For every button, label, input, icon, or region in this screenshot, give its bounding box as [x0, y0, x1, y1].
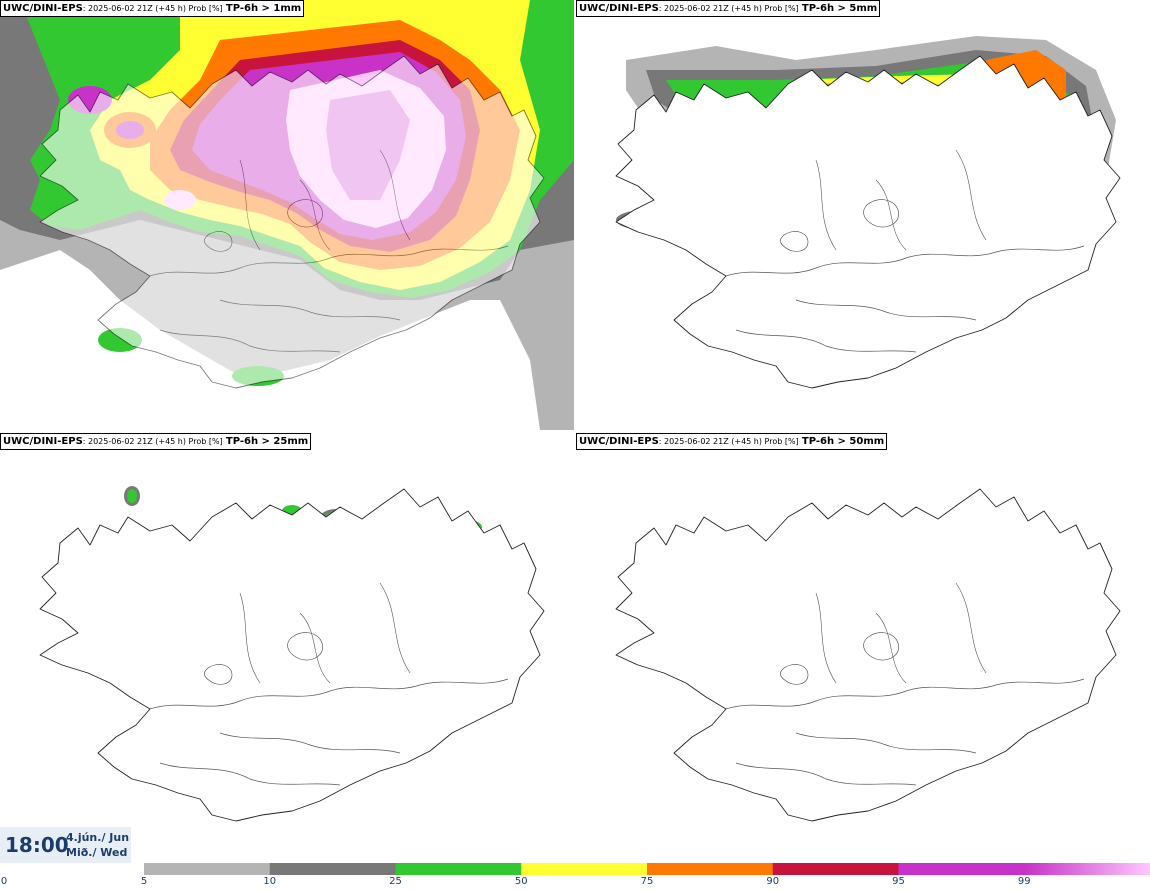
colorbar-tick-label: 10: [263, 876, 277, 887]
colorbar-tick-label: 95: [892, 876, 905, 887]
valid-time-box: 18:00 4.jún./ Jun Mið./ Wed: [0, 827, 131, 863]
valid-hour: 18:00: [5, 833, 69, 857]
title-run: : 2025-06-02 21Z (+45 h) Prob [%]: [658, 4, 799, 13]
probability-colorbar: [144, 863, 1150, 875]
title-variable: TP-6h > 25mm: [225, 436, 309, 447]
colorbar-tick-label: 5: [140, 876, 148, 887]
colorbar-segment: [521, 863, 648, 875]
map-panel-1mm: UWC/DINI-EPS: 2025-06-02 21Z (+45 h) Pro…: [0, 0, 574, 430]
colorbar-segment: [144, 863, 271, 875]
colorbar-segment: [647, 863, 774, 875]
title-variable: TP-6h > 5mm: [801, 3, 878, 14]
colorbar-segment: [1024, 863, 1150, 875]
map-panel-5mm: UWC/DINI-EPS: 2025-06-02 21Z (+45 h) Pro…: [576, 0, 1150, 430]
colorbar-tick-label: 90: [766, 876, 780, 887]
colorbar-tick-label: 0: [0, 876, 8, 887]
colorbar-tick-label: 75: [640, 876, 654, 887]
panel-title: UWC/DINI-EPS: 2025-06-02 21Z (+45 h) Pro…: [576, 433, 888, 450]
valid-date: 4.jún./ Jun: [66, 831, 130, 844]
title-variable: TP-6h > 50mm: [801, 436, 885, 447]
title-source: UWC/DINI-EPS: [3, 436, 83, 447]
map-panel-25mm: UWC/DINI-EPS: 2025-06-02 21Z (+45 h) Pro…: [0, 433, 574, 863]
title-run: : 2025-06-02 21Z (+45 h) Prob [%]: [82, 4, 223, 13]
panel-title: UWC/DINI-EPS: 2025-06-02 21Z (+45 h) Pro…: [0, 0, 305, 17]
title-source: UWC/DINI-EPS: [3, 3, 83, 14]
colorbar-segment: [395, 863, 522, 875]
colorbar-tick-label: 99: [1017, 876, 1031, 887]
map-panel-50mm: UWC/DINI-EPS: 2025-06-02 21Z (+45 h) Pro…: [576, 433, 1150, 863]
precip-probability-map: [576, 0, 1150, 430]
title-variable: TP-6h > 1mm: [225, 3, 302, 14]
panel-title: UWC/DINI-EPS: 2025-06-02 21Z (+45 h) Pro…: [0, 433, 312, 450]
colorbar-segment: [269, 863, 396, 875]
valid-weekday: Mið./ Wed: [66, 846, 128, 859]
precip-probability-map: [576, 433, 1150, 863]
panel-title: UWC/DINI-EPS: 2025-06-02 21Z (+45 h) Pro…: [576, 0, 881, 17]
title-run: : 2025-06-02 21Z (+45 h) Prob [%]: [658, 437, 799, 446]
colorbar-tick-label: 50: [514, 876, 528, 887]
colorbar-segment: [898, 863, 1025, 875]
title-run: : 2025-06-02 21Z (+45 h) Prob [%]: [82, 437, 223, 446]
precip-probability-map: [0, 433, 574, 863]
colorbar-segment: [772, 863, 899, 875]
title-source: UWC/DINI-EPS: [579, 3, 659, 14]
precip-probability-map: [0, 0, 574, 430]
title-source: UWC/DINI-EPS: [579, 436, 659, 447]
colorbar-tick-label: 25: [389, 876, 402, 887]
